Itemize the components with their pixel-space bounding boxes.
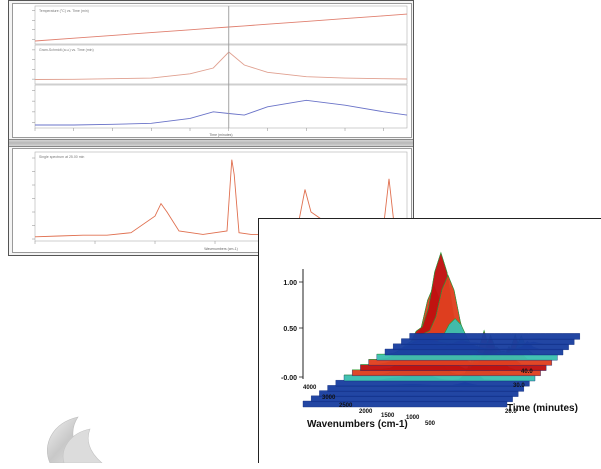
surface-x-axis-label: Wavenumbers (cm-1) xyxy=(307,419,408,430)
wave-logo-decoration xyxy=(40,405,120,468)
surface-z-tick-label: 40.0 xyxy=(521,369,533,375)
surface-x-tick-label: 2000 xyxy=(359,409,373,415)
surface-x-tick-label: 1000 xyxy=(406,415,420,421)
time-axis-label: Time (minutes) xyxy=(209,133,232,137)
surface-x-tick-label: 1500 xyxy=(381,413,395,419)
strip-1-frame xyxy=(34,44,408,85)
surface-x-tick-label: 500 xyxy=(425,421,436,427)
surface-x-tick-label: 3000 xyxy=(322,395,336,401)
pane-splitter[interactable] xyxy=(9,139,413,147)
strip-1-trace-label: Gram-Schmidt (a.u.) vs. Time (min) xyxy=(39,48,94,52)
strip-2-series-line xyxy=(35,99,408,126)
surface-slice xyxy=(409,333,580,340)
spectrum-x-axis-label: Wavenumbers (cm-1) xyxy=(204,247,238,251)
surface-x-tick-label: 2500 xyxy=(339,403,353,409)
spectrum-plot-frame xyxy=(34,151,408,242)
strip-2-frame xyxy=(34,84,408,129)
software-window: Temperature (°C) vs. Time (min) Gram-Schm… xyxy=(8,0,414,256)
strip-0-frame xyxy=(34,5,408,45)
strip-0-trace-label: Temperature (°C) vs. Time (min) xyxy=(39,9,89,13)
surface-x-tick-label: 4000 xyxy=(303,385,317,391)
strip-1-series-line xyxy=(34,51,408,80)
surface-y-tick-label: -0.00 xyxy=(281,375,297,382)
surface-plot-frame: 1.00 0.50 -0.00 4000 3000 2500 2000 1500 1000 500… xyxy=(258,218,601,463)
surface-z-tick-label: 30.0 xyxy=(513,383,525,389)
surface-z-tick-label: 20.0 xyxy=(505,409,517,415)
spectrum-trace-label: Single spectrum at 25.00 min xyxy=(39,155,84,159)
strip-0-series-line xyxy=(34,13,408,42)
time-profile-chart: Temperature (°C) vs. Time (min) Gram-Schm… xyxy=(32,5,408,137)
surface-y-tick-label: 0.50 xyxy=(283,326,297,333)
time-profile-panel: Temperature (°C) vs. Time (min) Gram-Schm… xyxy=(12,3,412,138)
surface-y-tick-label: 1.00 xyxy=(283,280,297,287)
surface-z-axis-label: Time (minutes) xyxy=(507,403,578,414)
